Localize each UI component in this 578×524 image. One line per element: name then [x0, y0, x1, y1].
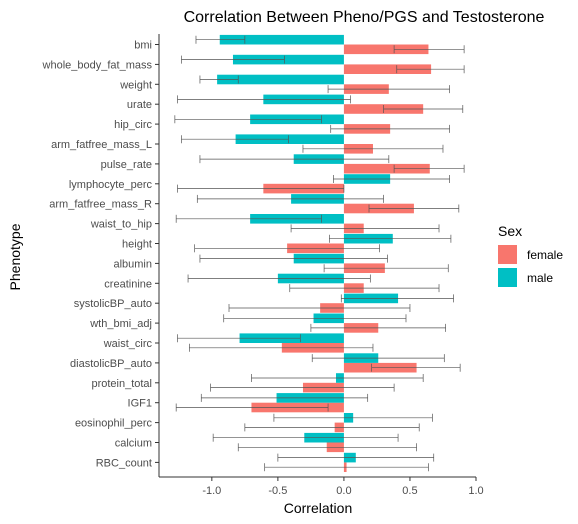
x-tick-label: -1.0: [202, 485, 221, 497]
bar-male: [235, 134, 344, 144]
y-tick-label: creatinine: [104, 278, 152, 290]
y-tick-label: lymphocyte_perc: [69, 179, 153, 191]
bar-female: [343, 163, 430, 174]
bar-female: [343, 44, 429, 55]
y-tick-label: albumin: [113, 258, 152, 270]
legend-label-female: female: [527, 248, 563, 262]
y-tick-label: systolicBP_auto: [74, 298, 152, 310]
legend-label-male: male: [527, 271, 553, 285]
y-tick-label: diastolicBP_auto: [70, 358, 152, 370]
legend: Sex female male: [498, 223, 563, 287]
legend-key-female: [498, 245, 517, 264]
y-axis-title: Phenotype: [7, 223, 23, 290]
y-tick-label: waist_circ: [103, 338, 153, 350]
y-tick-label: protein_total: [91, 378, 152, 390]
y-tick-label: arm_fatfree_mass_L: [51, 139, 152, 151]
y-tick-label: hip_circ: [114, 119, 152, 131]
y-tick-label: height: [122, 239, 152, 251]
legend-key-male: [498, 268, 517, 287]
x-tick-label: 0.0: [336, 485, 351, 497]
x-tick-label: -0.5: [268, 485, 287, 497]
y-tick-label: wth_bmi_adj: [89, 318, 152, 330]
bar-female: [343, 64, 432, 74]
y-tick-label: whole_body_fat_mass: [42, 59, 153, 71]
bar-male: [232, 54, 344, 65]
bar-male: [219, 34, 344, 45]
legend-title: Sex: [498, 223, 522, 239]
chart-title: Correlation Between Pheno/PGS and Testos…: [184, 9, 545, 26]
y-tick-label: bmi: [134, 40, 152, 52]
x-tick-label: 1.0: [468, 485, 483, 497]
y-tick-label: calcium: [115, 438, 152, 450]
y-tick-label: waist_to_hip: [90, 219, 152, 231]
y-tick-label: weight: [119, 79, 152, 91]
x-axis-title: Correlation: [284, 500, 352, 516]
bar-male: [217, 74, 344, 85]
y-tick-label: RBC_count: [96, 457, 152, 469]
y-tick-label: IGF1: [128, 398, 152, 410]
y-tick-label: pulse_rate: [101, 159, 152, 171]
y-tick-label: arm_fatfree_mass_R: [49, 199, 152, 211]
x-tick-label: 0.5: [402, 485, 417, 497]
y-tick-label: eosinophil_perc: [75, 418, 153, 430]
y-tick-label: urate: [127, 99, 152, 111]
